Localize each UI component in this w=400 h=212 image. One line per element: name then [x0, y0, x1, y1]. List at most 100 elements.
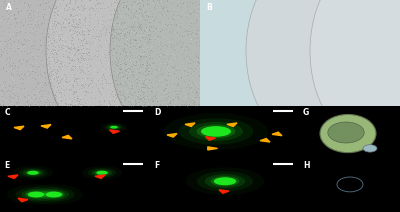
- Point: [47, 33, 54, 37]
- Point: [144, 41, 151, 45]
- Point: [176, 131, 182, 135]
- Point: [78, 56, 84, 60]
- Point: [126, 98, 132, 101]
- Point: [67, 14, 73, 18]
- Point: [156, 128, 163, 131]
- Point: [15, 66, 21, 69]
- Point: [49, 52, 55, 55]
- Point: [77, 63, 83, 66]
- Point: [53, 79, 60, 82]
- Point: [166, 60, 173, 63]
- Point: [47, 132, 53, 136]
- Point: [0, 75, 2, 78]
- Point: [185, 82, 191, 86]
- Point: [148, 56, 155, 60]
- Point: [23, 35, 30, 38]
- Point: [34, 35, 40, 38]
- Point: [162, 97, 168, 100]
- Point: [127, 46, 133, 49]
- Point: [67, 116, 73, 120]
- Point: [27, 50, 34, 53]
- Point: [164, 108, 170, 112]
- Point: [148, 108, 154, 112]
- Point: [125, 57, 132, 61]
- Point: [94, 86, 101, 89]
- Point: [20, 119, 26, 122]
- Point: [72, 77, 79, 81]
- Point: [66, 105, 72, 108]
- Point: [201, 67, 207, 71]
- Point: [112, 125, 119, 128]
- Point: [47, 40, 54, 43]
- Point: [36, 103, 42, 107]
- Point: [16, 30, 22, 33]
- Point: [143, 29, 150, 32]
- Point: [0, 42, 3, 46]
- Point: [130, 23, 136, 26]
- Point: [116, 51, 123, 54]
- Point: [3, 8, 10, 11]
- Point: [144, 1, 151, 4]
- Point: [0, 57, 2, 61]
- Point: [85, 17, 91, 21]
- Point: [185, 47, 192, 50]
- Point: [142, 59, 149, 63]
- Point: [170, 113, 176, 116]
- Point: [91, 98, 98, 101]
- Point: [122, 60, 128, 64]
- Point: [69, 32, 76, 36]
- Point: [166, 39, 172, 42]
- Point: [123, 0, 130, 3]
- Point: [134, 19, 140, 23]
- Point: [114, 128, 120, 132]
- Point: [51, 57, 57, 60]
- Point: [64, 113, 70, 117]
- Point: [148, 44, 155, 47]
- Point: [119, 20, 125, 24]
- Point: [154, 34, 160, 38]
- Point: [46, 26, 52, 29]
- Point: [115, 61, 121, 65]
- Point: [61, 26, 67, 29]
- Point: [101, 68, 107, 72]
- Point: [88, 90, 94, 93]
- Text: E: E: [4, 161, 10, 170]
- Point: [144, 89, 150, 93]
- Point: [180, 22, 186, 26]
- Point: [103, 75, 109, 78]
- Point: [24, 112, 30, 115]
- Point: [147, 129, 153, 132]
- Point: [41, 12, 48, 16]
- Point: [96, 21, 103, 24]
- Point: [69, 80, 75, 83]
- Point: [188, 108, 195, 111]
- Point: [71, 115, 77, 119]
- Point: [126, 105, 132, 108]
- Point: [149, 30, 156, 33]
- Point: [156, 78, 163, 81]
- Point: [80, 45, 86, 48]
- Point: [193, 28, 199, 31]
- Point: [164, 53, 170, 56]
- Point: [58, 40, 65, 44]
- Point: [85, 28, 92, 31]
- Point: [124, 84, 130, 87]
- Point: [116, 23, 122, 26]
- Point: [4, 56, 10, 60]
- Point: [114, 29, 121, 32]
- Point: [53, 4, 60, 7]
- Point: [3, 62, 9, 66]
- Point: [153, 71, 159, 75]
- Point: [104, 22, 111, 25]
- Point: [182, 121, 188, 125]
- Point: [60, 89, 66, 92]
- Point: [170, 121, 176, 124]
- Point: [87, 64, 94, 67]
- Point: [2, 99, 8, 103]
- Point: [130, 105, 136, 108]
- Point: [115, 11, 122, 14]
- Point: [28, 54, 35, 57]
- Point: [101, 52, 107, 55]
- Point: [56, 31, 63, 34]
- Point: [2, 48, 8, 51]
